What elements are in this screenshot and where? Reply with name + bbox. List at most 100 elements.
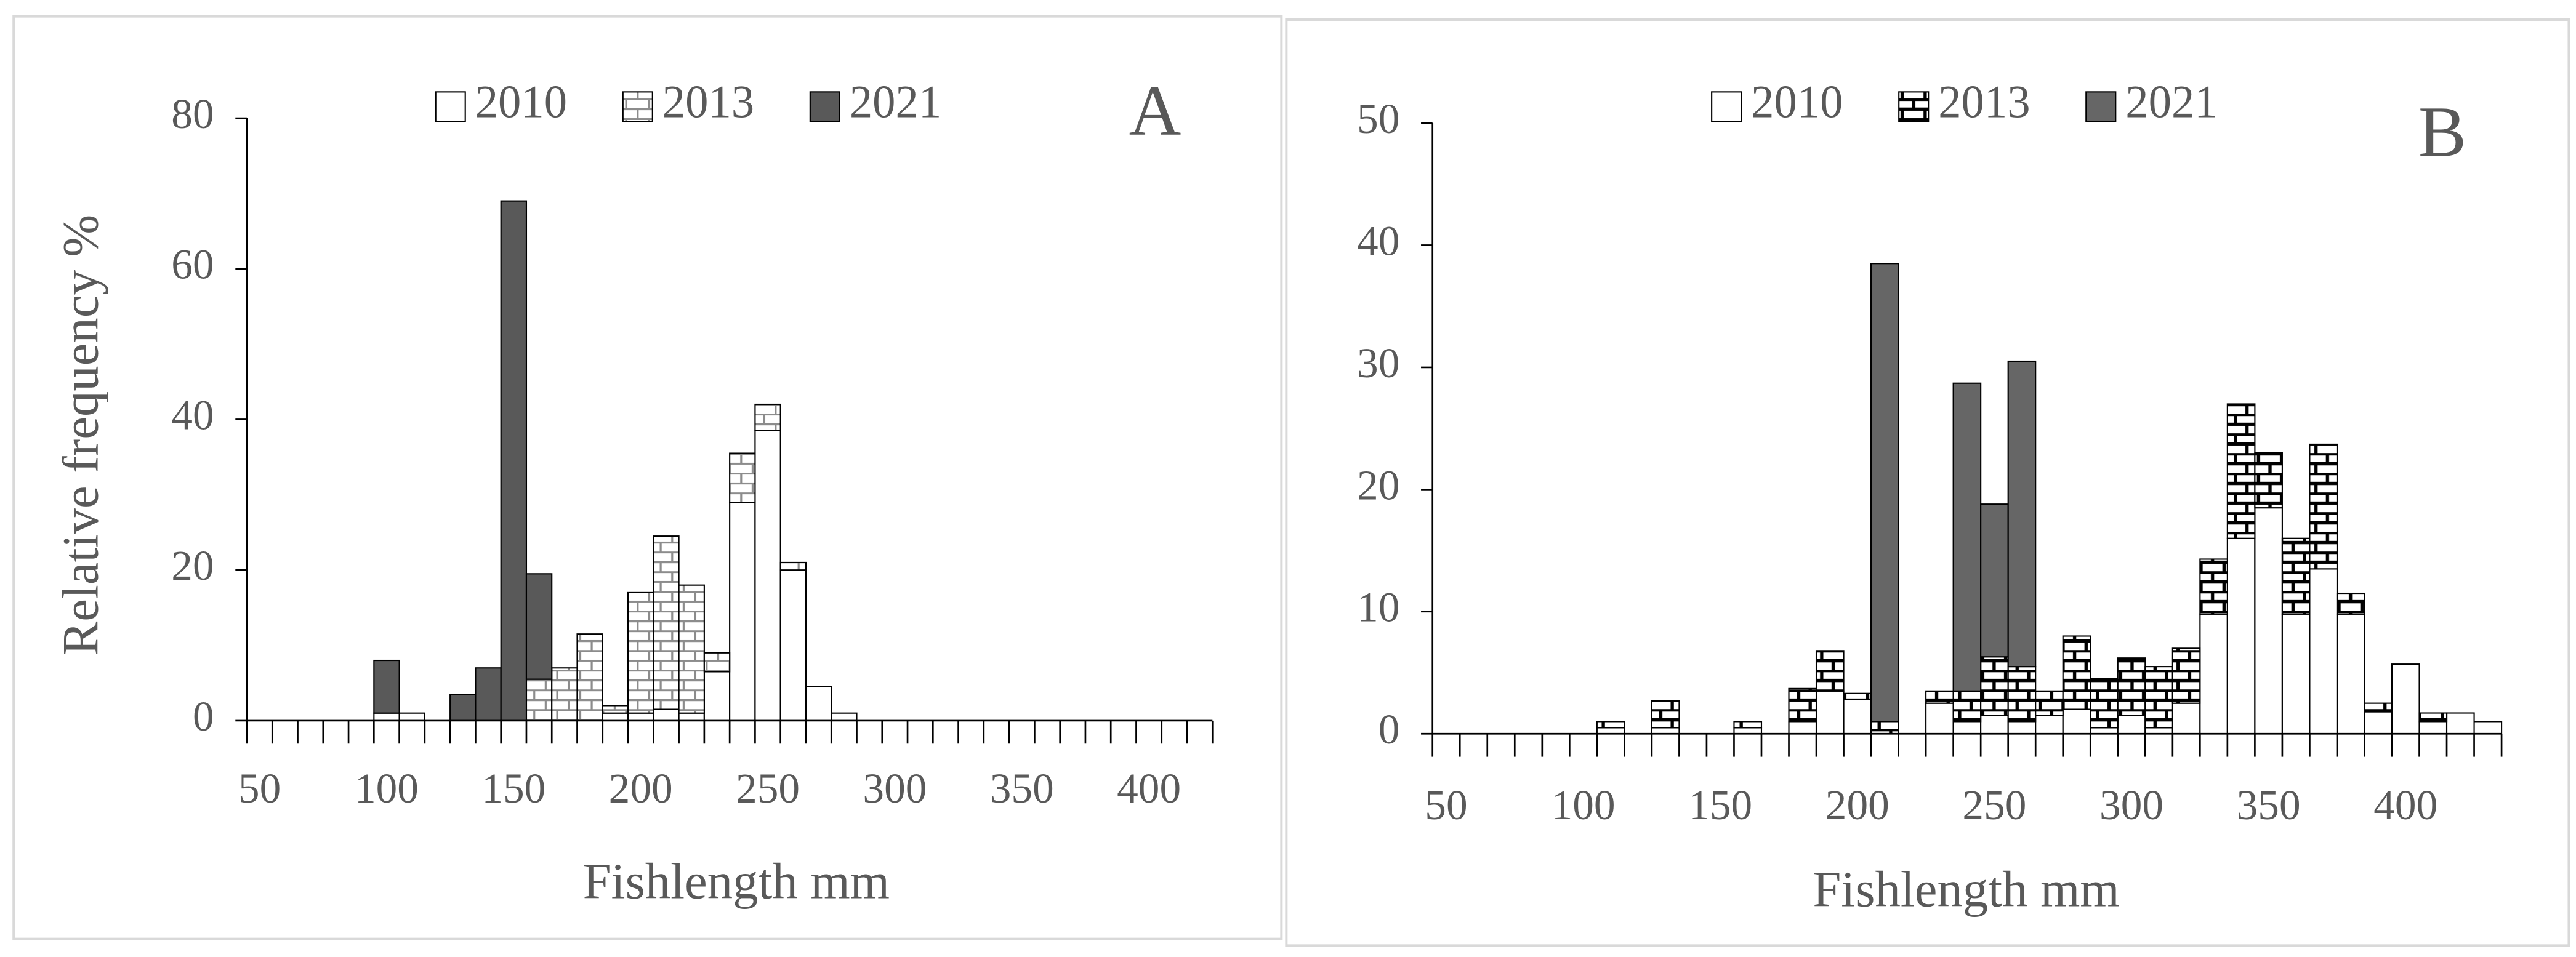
bar	[1980, 503, 2009, 658]
x-axis-title: Fishlength mm	[583, 852, 890, 909]
x-tick-label: 200	[1825, 781, 1890, 828]
bar	[1870, 263, 1899, 723]
bar	[2144, 666, 2173, 729]
bar	[678, 584, 705, 714]
x-tick-label: 400	[1117, 764, 1181, 812]
bar	[2418, 721, 2448, 735]
bar	[1651, 700, 1680, 729]
legend-swatch	[1898, 91, 1930, 122]
bar	[1843, 692, 1872, 700]
x-tick-label: 350	[990, 764, 1054, 812]
bar	[1925, 690, 1954, 704]
bar	[1980, 715, 2009, 735]
bar	[2007, 360, 2037, 668]
bar	[500, 200, 528, 721]
y-tick-label: 10	[1357, 583, 1399, 631]
bar	[602, 712, 629, 721]
bar	[729, 502, 756, 721]
bar	[653, 708, 680, 721]
bar	[1788, 687, 1817, 723]
panel-label: A	[1129, 71, 1181, 151]
bar	[2171, 702, 2201, 735]
y-tick-label: 40	[1357, 217, 1399, 264]
bar	[2418, 712, 2448, 723]
bar	[2254, 452, 2283, 509]
bar	[2226, 403, 2256, 539]
bar	[1952, 690, 1982, 723]
bar	[1980, 656, 2009, 716]
legend-swatch	[2085, 91, 2117, 122]
bar	[1788, 721, 1817, 735]
legend-swatch	[809, 91, 840, 122]
bar	[2144, 727, 2173, 735]
bar	[2445, 712, 2475, 735]
bar	[2035, 690, 2064, 716]
bar	[627, 591, 654, 714]
y-tick-label: 0	[193, 692, 214, 740]
legend-label: 2021	[2125, 77, 2217, 128]
y-tick-label: 30	[1357, 339, 1399, 386]
x-tick-label: 250	[736, 764, 800, 812]
bar	[475, 667, 502, 721]
x-tick-label: 100	[355, 764, 419, 812]
bar	[703, 671, 731, 721]
bar	[2309, 443, 2338, 570]
bar	[2364, 711, 2393, 735]
legend-label: 2010	[475, 77, 567, 128]
bar	[1733, 721, 1763, 729]
x-tick-label: 400	[2373, 781, 2437, 828]
bar	[2254, 507, 2283, 735]
bar	[449, 694, 477, 721]
bar	[2226, 537, 2256, 735]
bar	[2062, 708, 2091, 735]
y-tick-label: 50	[1357, 95, 1399, 142]
bar	[373, 712, 400, 721]
bar	[754, 430, 781, 721]
legend-swatch	[1711, 91, 1742, 122]
y-tick-label: 20	[171, 542, 214, 589]
x-tick-label: 300	[2099, 781, 2163, 828]
bar	[2281, 613, 2311, 735]
x-axis-title: Fishlength mm	[1813, 861, 2119, 918]
bar	[831, 712, 858, 721]
bar	[2007, 666, 2037, 723]
x-tick-label: 50	[238, 764, 281, 812]
bar	[2199, 558, 2228, 615]
legend-label: 2021	[850, 77, 941, 128]
x-tick-label: 50	[1425, 781, 1467, 828]
bar	[627, 712, 654, 721]
y-tick-label: 80	[171, 90, 214, 137]
bar	[678, 712, 705, 721]
legend-swatch	[622, 91, 653, 122]
x-tick-label: 350	[2237, 781, 2301, 828]
bar	[1952, 382, 1982, 692]
bar	[2090, 678, 2119, 729]
bar	[525, 573, 553, 680]
bar	[602, 705, 629, 714]
bar	[1952, 721, 1982, 735]
bar	[551, 667, 578, 721]
bar	[1843, 699, 1872, 735]
y-tick-label: 60	[171, 241, 214, 288]
x-tick-label: 250	[1962, 781, 2026, 828]
y-tick-label: 40	[171, 391, 214, 438]
bar	[779, 569, 807, 721]
bar	[779, 561, 807, 571]
bar	[703, 652, 731, 673]
bar	[1815, 690, 1845, 735]
bar	[1651, 727, 1680, 735]
bar	[2171, 647, 2201, 704]
bar	[2199, 613, 2228, 735]
legend-swatch	[435, 91, 466, 122]
panel-label: B	[2418, 92, 2466, 172]
bar	[754, 403, 781, 431]
bar	[373, 659, 400, 714]
bar	[729, 452, 756, 503]
bar	[1870, 721, 1899, 735]
bar	[576, 633, 603, 721]
bar	[2117, 657, 2146, 716]
bar	[2336, 592, 2365, 615]
x-tick-label: 100	[1552, 781, 1616, 828]
